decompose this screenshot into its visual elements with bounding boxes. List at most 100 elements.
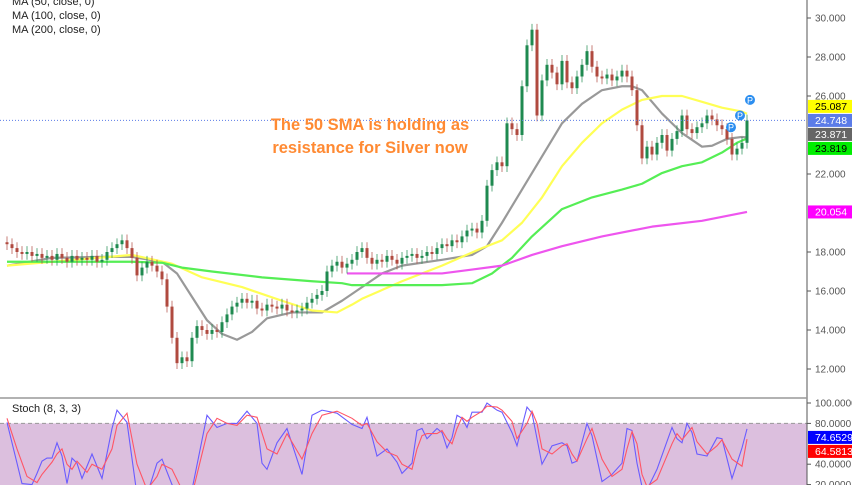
candle	[460, 230, 464, 249]
candle-body	[5, 242, 9, 245]
candle-body	[610, 74, 614, 81]
stoch-line-d	[6, 405, 748, 485]
candle-body	[440, 244, 444, 249]
candle	[370, 252, 374, 270]
ma-badge-green_ma: 23.819	[815, 143, 847, 155]
stoch-tick-label: 40.0000	[815, 460, 852, 471]
candle	[600, 70, 604, 85]
candle-body	[450, 240, 454, 247]
candle-body	[170, 306, 174, 338]
candle-body	[150, 261, 154, 266]
candle	[515, 123, 519, 141]
candle-body	[700, 123, 704, 128]
candle-body	[555, 72, 559, 85]
candle	[655, 136, 659, 161]
candle	[500, 156, 504, 173]
price-axis-bg	[807, 0, 852, 485]
candle	[345, 257, 349, 274]
candle	[305, 296, 309, 315]
candle	[275, 300, 279, 315]
candle	[90, 250, 94, 266]
candle-body	[315, 294, 319, 299]
candle	[175, 331, 179, 369]
candle-body	[505, 123, 509, 167]
candle-body	[130, 248, 134, 258]
candle	[315, 289, 319, 305]
candle-body	[530, 29, 534, 46]
candle	[40, 248, 44, 264]
legend-ma-200: MA (200, close, 0)	[12, 24, 101, 36]
candle	[360, 242, 364, 258]
candle	[645, 140, 649, 165]
candle-body	[285, 304, 289, 311]
candle	[135, 252, 139, 282]
candle-body	[135, 257, 139, 276]
candle	[650, 140, 654, 161]
candle	[580, 58, 584, 83]
candle	[190, 331, 194, 368]
candle-body	[525, 45, 529, 87]
candle	[745, 114, 749, 149]
candle-body	[145, 261, 149, 268]
candle-body	[435, 248, 439, 254]
candle	[605, 68, 609, 85]
candle-body	[675, 131, 679, 139]
candle-body	[455, 240, 459, 243]
candle	[5, 236, 9, 251]
candle-body	[670, 138, 674, 151]
candle	[355, 246, 359, 266]
candle	[570, 76, 574, 95]
candle	[15, 242, 19, 258]
candle-body	[365, 248, 369, 258]
candle-body	[225, 314, 229, 323]
candle-body	[310, 298, 314, 303]
candle-body	[420, 255, 424, 258]
candle-body	[10, 244, 14, 249]
candle-body	[75, 255, 79, 260]
candle-body	[175, 337, 179, 364]
candle	[675, 125, 679, 145]
candle	[340, 255, 344, 274]
stoch-d-badge: 64.5813	[815, 446, 852, 458]
stoch-tick-label: 80.0000	[815, 419, 852, 430]
candle	[660, 129, 664, 149]
candle	[55, 248, 59, 266]
candle	[270, 298, 274, 313]
candle-body	[710, 115, 714, 120]
candle-body	[355, 252, 359, 260]
candle-body	[735, 148, 739, 155]
candle	[400, 252, 404, 270]
ma-badge-gray_ma-bg	[808, 127, 852, 141]
candle	[225, 308, 229, 329]
candle-body	[495, 162, 499, 171]
candle-body	[520, 86, 524, 135]
candle-body	[255, 300, 259, 309]
candle-body	[340, 261, 344, 268]
candle	[545, 58, 549, 87]
candle-body	[60, 253, 64, 258]
candle	[300, 302, 304, 317]
candle-body	[715, 119, 719, 126]
candle-body	[730, 138, 734, 155]
candle	[110, 242, 114, 258]
annotation-line-2: resistance for Silver now	[272, 139, 468, 157]
candle	[670, 133, 674, 157]
stoch-band	[0, 423, 807, 485]
candle-body	[585, 51, 589, 65]
candle-body	[545, 64, 549, 81]
candle	[325, 265, 329, 297]
candle-body	[375, 259, 379, 264]
candle	[180, 351, 184, 369]
candle	[485, 179, 489, 227]
candle-body	[140, 267, 144, 276]
candle	[480, 214, 484, 239]
candle-body	[690, 129, 694, 134]
candle	[555, 66, 559, 91]
candle-body	[360, 248, 364, 252]
candle	[665, 129, 669, 157]
candle-body	[500, 162, 504, 167]
p-marker-icon	[726, 122, 736, 133]
candle	[365, 242, 369, 264]
candle	[490, 164, 494, 192]
candle-body	[565, 60, 569, 83]
